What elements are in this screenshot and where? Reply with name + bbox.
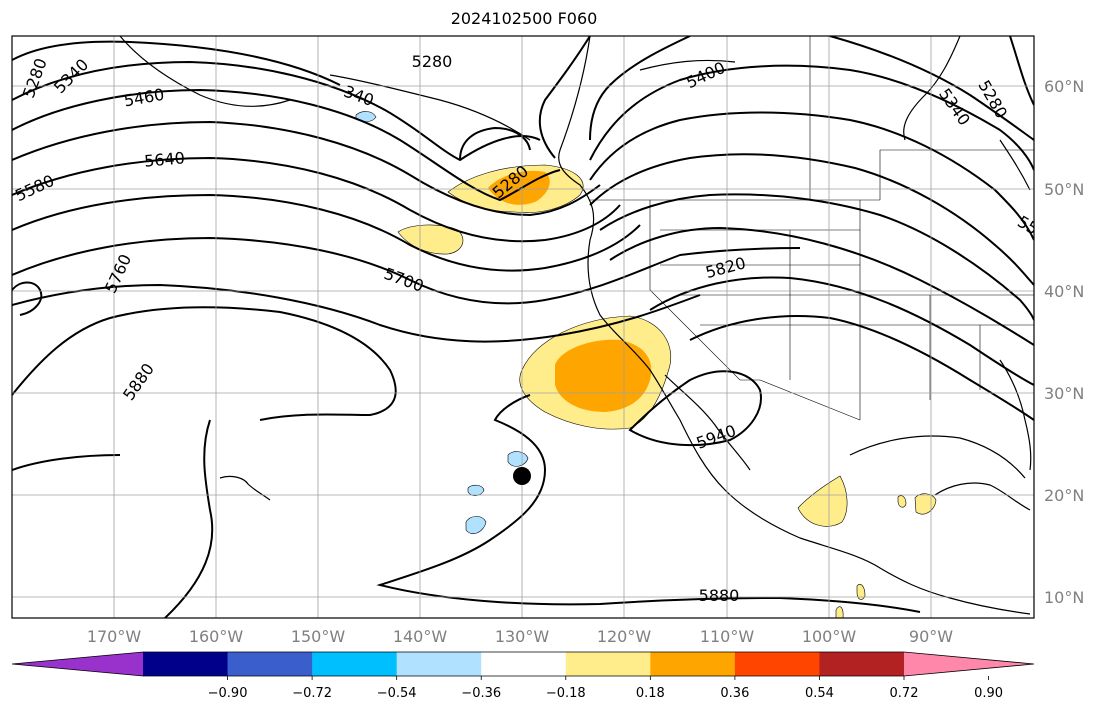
colorbar-extend-low bbox=[12, 652, 143, 676]
colorbar-tick-label: −0.36 bbox=[461, 686, 501, 701]
colorbar-tick-label: 0.90 bbox=[974, 686, 1003, 701]
colorbar-segment bbox=[481, 652, 567, 676]
latitude-labels: 60°N 50°N 40°N 30°N 20°N 10°N bbox=[1044, 77, 1084, 607]
lat-label-10n: 10°N bbox=[1044, 588, 1084, 607]
lon-label-170w: 170°W bbox=[87, 627, 142, 646]
longitude-labels: 170°W 160°W 150°W 140°W 130°W 120°W 110°… bbox=[87, 627, 953, 646]
colorbar-tick-label: 0.18 bbox=[636, 686, 665, 701]
map-frame bbox=[11, 35, 1035, 619]
yellow-region-small-1 bbox=[897, 495, 907, 508]
colorbar-segment bbox=[650, 652, 736, 676]
blue-region-3 bbox=[465, 516, 487, 534]
orange-region-southwest bbox=[555, 339, 652, 412]
lat-label-40n: 40°N bbox=[1044, 282, 1084, 301]
blue-region-1 bbox=[507, 451, 529, 467]
colorbar-tick-labels: −0.90 −0.72 −0.54 −0.36 −0.18 0.18 0.36 0.54 0.7… bbox=[208, 686, 1003, 701]
colorbar-segment bbox=[565, 652, 651, 676]
yellow-region-small-2 bbox=[856, 584, 866, 600]
lat-label-30n: 30°N bbox=[1044, 384, 1084, 403]
yellow-region-small-3 bbox=[835, 606, 844, 618]
map-title: 2024102500 F060 bbox=[450, 9, 598, 28]
lat-label-50n: 50°N bbox=[1044, 180, 1084, 199]
colorbar-ticks bbox=[227, 676, 989, 680]
colorbar-segment bbox=[143, 652, 229, 676]
orange-region-pnw bbox=[488, 170, 550, 205]
colorbar-tick-label: −0.54 bbox=[377, 686, 417, 701]
lat-label-20n: 20°N bbox=[1044, 486, 1084, 505]
borders bbox=[590, 36, 1034, 421]
height-contours bbox=[12, 36, 1034, 618]
lon-label-100w: 100°W bbox=[802, 627, 857, 646]
lon-label-90w: 90°W bbox=[909, 627, 953, 646]
lon-label-150w: 150°W bbox=[291, 627, 346, 646]
lon-label-160w: 160°W bbox=[189, 627, 244, 646]
colorbar-segment bbox=[819, 652, 905, 676]
colorbar-tick-label: −0.18 bbox=[546, 686, 586, 701]
lon-label-140w: 140°W bbox=[393, 627, 448, 646]
blue-region-2 bbox=[467, 484, 485, 496]
lat-label-60n: 60°N bbox=[1044, 77, 1084, 96]
colorbar-segment bbox=[396, 652, 482, 676]
contour-label-5880-south: 5880 bbox=[699, 586, 740, 605]
lon-label-130w: 130°W bbox=[495, 627, 550, 646]
shaded-fields bbox=[355, 111, 937, 618]
colorbar-tick-label: 0.54 bbox=[805, 686, 834, 701]
colorbar-segment bbox=[734, 652, 820, 676]
graticule bbox=[12, 36, 1034, 618]
contour-label-5640: 5640 bbox=[143, 148, 185, 170]
contour-label-5280-top: 5280 bbox=[412, 52, 453, 71]
colorbar-tick-label: −0.72 bbox=[292, 686, 332, 701]
lon-label-110w: 110°W bbox=[700, 627, 755, 646]
colorbar-outline bbox=[11, 651, 1035, 677]
yellow-region-mexico bbox=[797, 475, 848, 527]
storm-marker bbox=[513, 467, 531, 485]
colorbar-segments bbox=[12, 652, 1034, 676]
lon-label-120w: 120°W bbox=[597, 627, 652, 646]
coastlines bbox=[119, 36, 1032, 615]
colorbar-tick-label: −0.90 bbox=[208, 686, 248, 701]
colorbar-tick-label: 0.36 bbox=[720, 686, 749, 701]
colorbar-segment bbox=[312, 652, 398, 676]
colorbar-tick-label: 0.72 bbox=[890, 686, 919, 701]
colorbar-segment bbox=[227, 652, 313, 676]
colorbar: −0.90 −0.72 −0.54 −0.36 −0.18 0.18 0.36 0.54 0.7… bbox=[11, 651, 1035, 701]
colorbar-extend-high bbox=[904, 652, 1034, 676]
